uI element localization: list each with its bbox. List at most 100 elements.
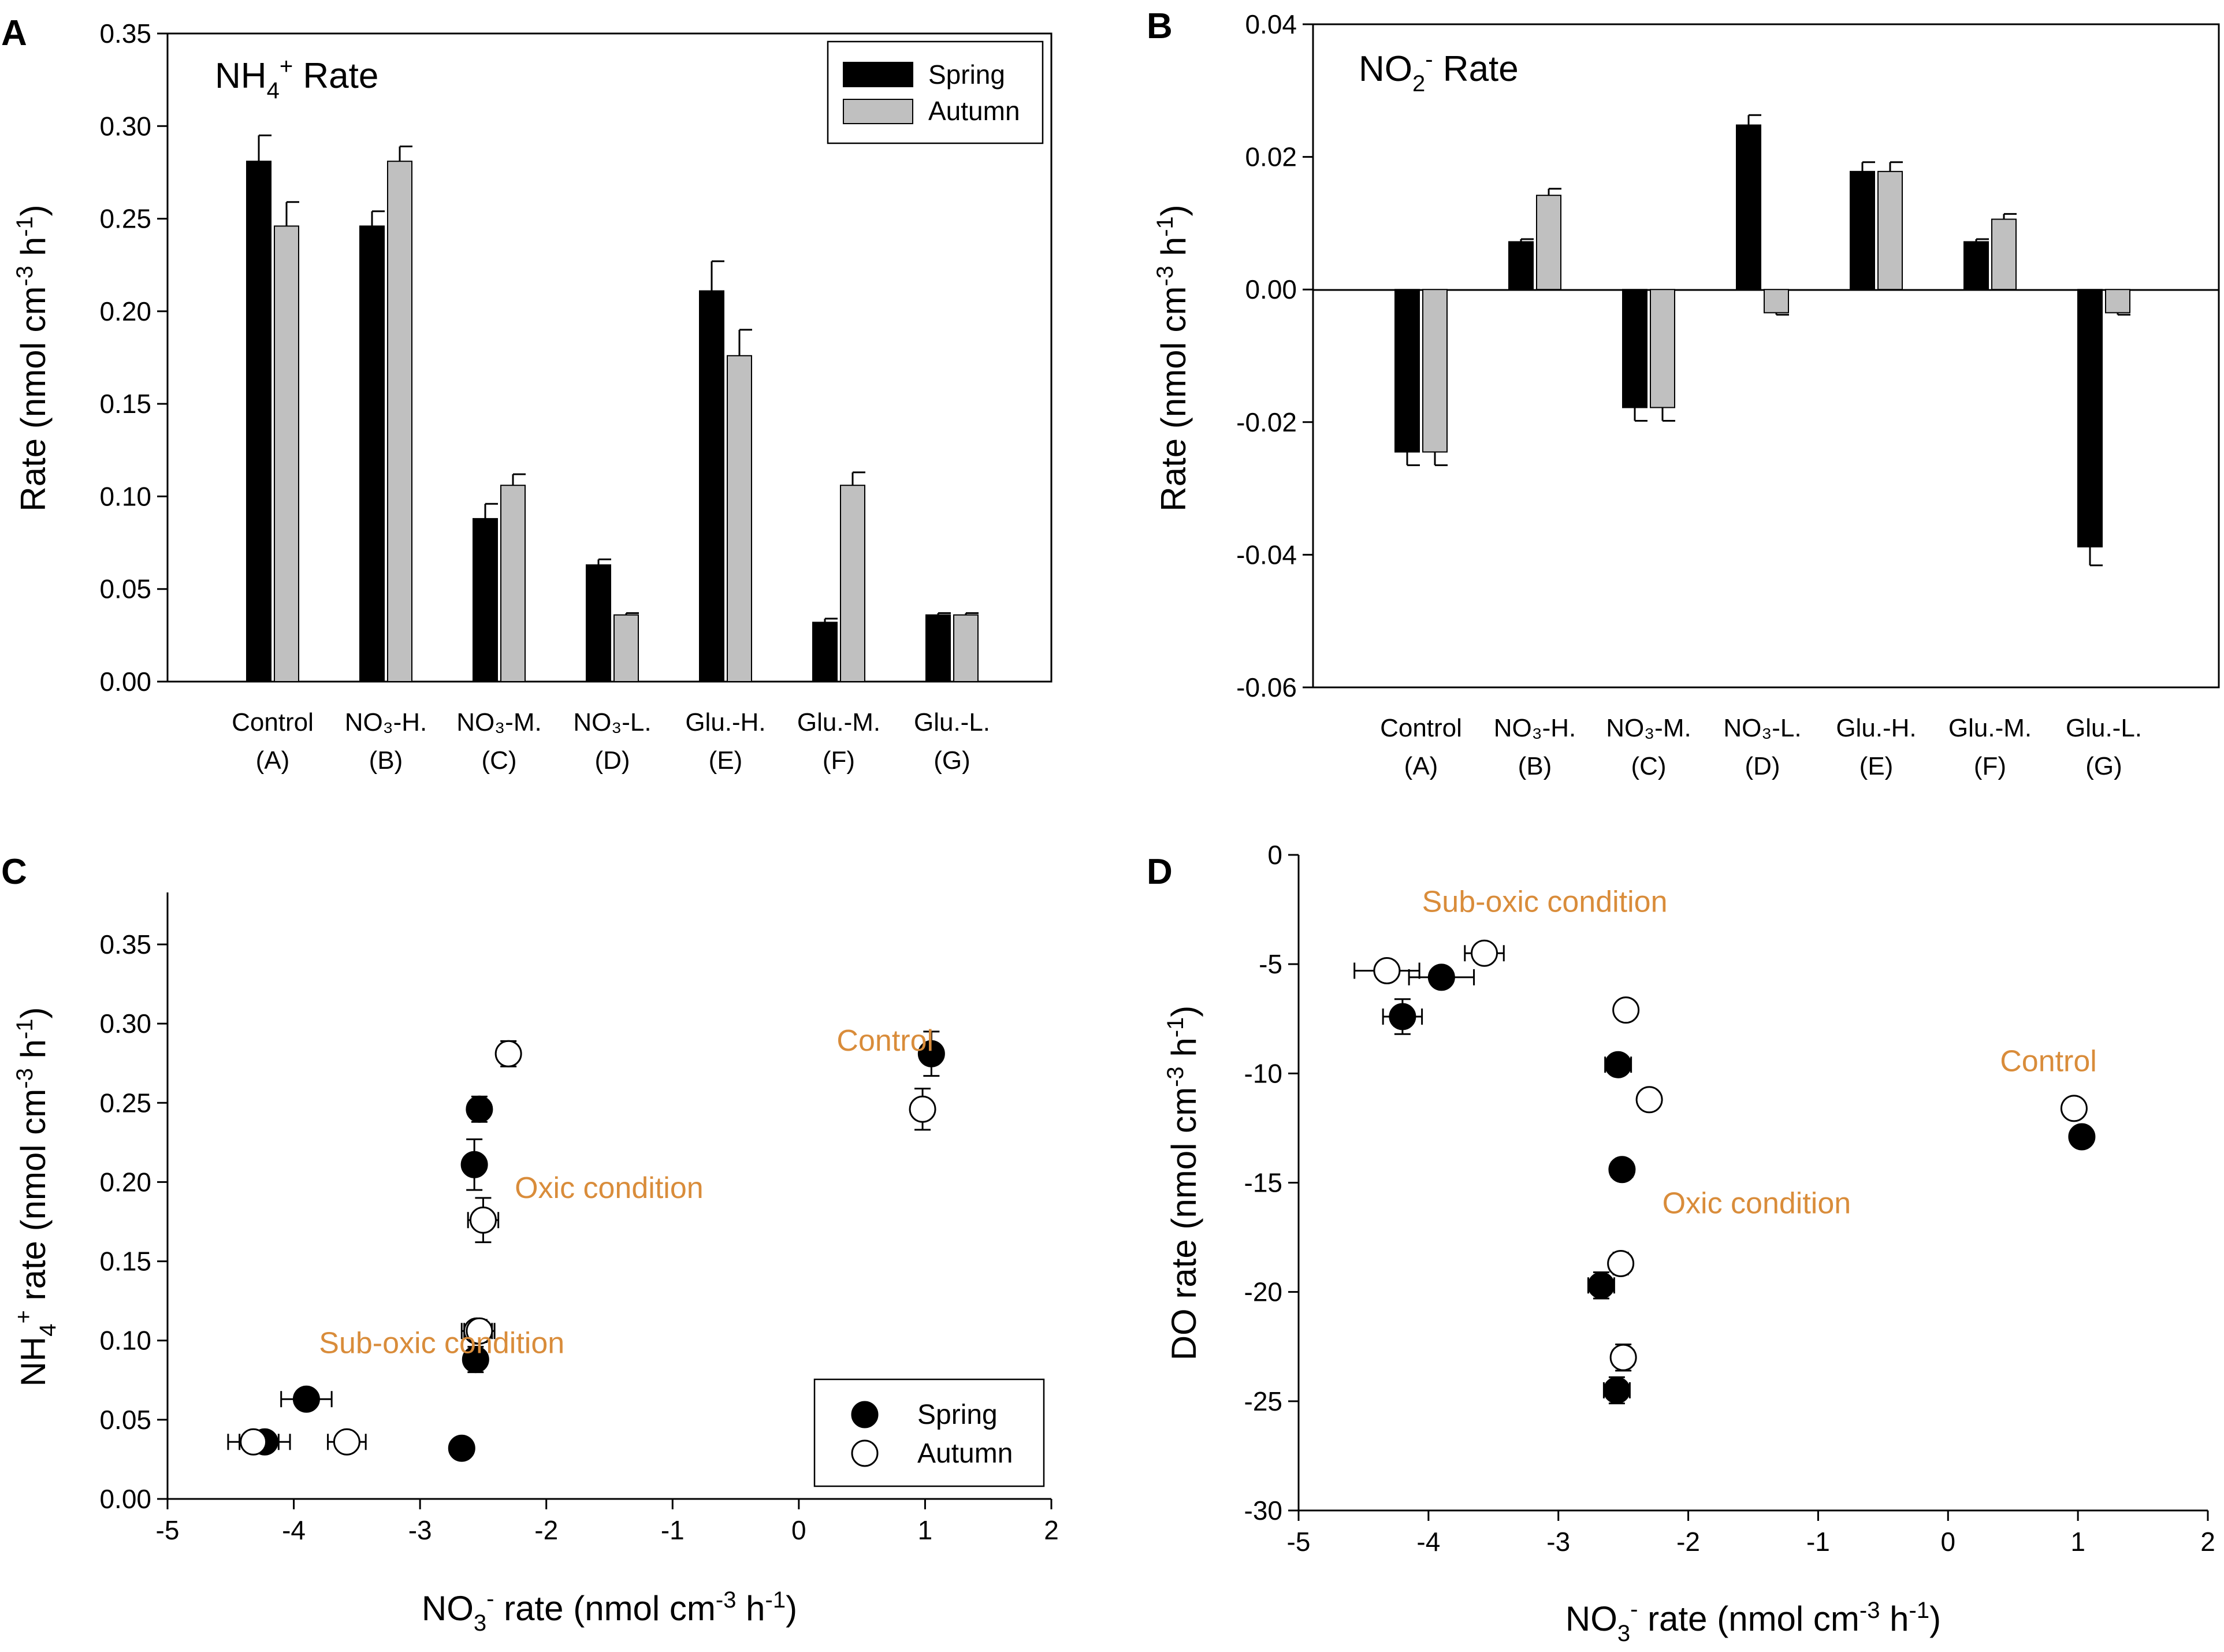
category-label: Control	[232, 708, 314, 736]
panel-c-legend: Spring Autumn	[813, 1378, 1045, 1487]
panel-b-title: NO2- Rate	[1359, 47, 1519, 96]
panel-a: A 0.00 0.05 0.10 0.15 0.20 0.25 0.30 0.35 Contr…	[1, 13, 1053, 775]
annotation-label: Oxic condition	[1663, 1186, 1851, 1220]
y-tick-label: 0.30	[99, 111, 151, 141]
y-tick-label: 0.30	[99, 1009, 151, 1039]
category-sublabel: (C)	[481, 746, 516, 775]
bar-autumn	[1764, 289, 1789, 314]
panel-c-label: C	[1, 852, 27, 892]
bar-autumn	[953, 614, 979, 682]
point-spring	[1603, 1376, 1631, 1404]
category-label: NO₃-L.	[1723, 714, 1801, 742]
point-spring	[460, 1151, 488, 1178]
bar-autumn	[613, 614, 639, 682]
panel-b-plot-frame	[1312, 23, 2220, 689]
panel-b-y-axis: -0.06 -0.04 -0.02 0.00 0.02 0.04	[1236, 9, 1313, 702]
y-tick-label: -15	[1244, 1168, 1282, 1198]
panel-a-bars	[246, 134, 979, 682]
bar-autumn	[500, 485, 526, 682]
point-autumn	[1607, 1249, 1635, 1277]
x-tick-label: -1	[661, 1515, 685, 1545]
y-tick-label: 0.20	[99, 296, 151, 326]
point-spring	[292, 1385, 320, 1413]
panel-a-legend-swatch-spring	[843, 62, 913, 87]
bar-autumn	[1536, 195, 1561, 291]
point-spring	[917, 1040, 945, 1067]
panel-a-category-labels: Control (A) NO₃-H. (B) NO₃-M. (C) NO₃-L. (D) Glu…	[232, 708, 990, 775]
bar-spring	[586, 564, 611, 682]
y-tick-label: -0.04	[1236, 539, 1297, 570]
panel-c-legend-marker-spring	[851, 1401, 879, 1428]
panel-c-ticks: -5 -4 -3 -2 -1 0 1 2 0.00 0.05 0.10 0.15 0.20 0.25 0.3…	[99, 929, 1058, 1545]
bar-spring	[925, 614, 951, 682]
point-autumn	[466, 1317, 493, 1345]
point-autumn	[1609, 1344, 1637, 1371]
point-autumn	[909, 1095, 936, 1123]
y-tick-label: 0.00	[99, 667, 151, 697]
bar-autumn	[1991, 218, 2017, 291]
point-autumn	[1471, 939, 1498, 967]
point-autumn	[2060, 1095, 2088, 1122]
annotation-label: Control	[2000, 1045, 2097, 1078]
panel-a-title: NH4+ Rate	[215, 54, 378, 103]
category-sublabel: (C)	[1631, 752, 1666, 780]
y-tick-label: 0	[1267, 840, 1282, 870]
y-tick-label: -0.02	[1236, 407, 1297, 437]
panel-a-legend-label-autumn: Autumn	[928, 96, 1020, 126]
annotation-label: Sub-oxic condition	[1422, 885, 1668, 918]
category-sublabel: (D)	[1745, 752, 1780, 780]
bar-spring	[1963, 241, 1989, 291]
category-label: Glu.-M.	[797, 708, 880, 736]
category-label: Glu.-H.	[1836, 714, 1916, 742]
panel-c-x-axis-title: NO3- rate (nmol cm-3 h-1)	[422, 1586, 797, 1636]
panel-c-legend-label-autumn: Autumn	[917, 1438, 1013, 1469]
x-tick-label: -4	[1416, 1527, 1440, 1557]
panel-b-label: B	[1147, 6, 1173, 46]
bar-autumn	[1877, 170, 1903, 291]
bar-autumn	[387, 161, 412, 682]
point-spring	[448, 1434, 475, 1462]
x-tick-label: -5	[156, 1515, 180, 1545]
y-tick-label: 0.00	[99, 1484, 151, 1514]
point-spring	[1587, 1271, 1615, 1299]
x-tick-label: -3	[1546, 1527, 1570, 1557]
y-tick-label: 0.10	[99, 481, 151, 511]
panel-d-points	[1373, 939, 2096, 1404]
y-tick-label: -10	[1244, 1058, 1282, 1088]
panel-d-ticks: -5 -4 -3 -2 -1 0 1 2-30-25-20-15-10-50	[1244, 840, 2215, 1557]
category-sublabel: (B)	[1518, 752, 1552, 780]
category-label: NO₃-H.	[345, 708, 427, 736]
category-sublabel: (F)	[823, 746, 855, 775]
category-sublabel: (A)	[256, 746, 290, 775]
y-tick-label: 0.20	[99, 1167, 151, 1197]
bar-autumn	[274, 225, 299, 682]
y-tick-label: 0.15	[99, 1247, 151, 1277]
panel-b: B -0.06 -0.04 -0.02 0.00 0.02 0.04 Control (A)…	[1147, 6, 2220, 780]
x-tick-label: 1	[918, 1515, 933, 1545]
bar-autumn	[840, 485, 865, 682]
panel-a-legend: Spring Autumn	[827, 40, 1044, 144]
point-autumn	[1635, 1086, 1663, 1114]
y-tick-label: -20	[1244, 1277, 1282, 1307]
point-autumn	[469, 1206, 497, 1234]
panel-a-legend-label-spring: Spring	[928, 59, 1005, 90]
y-tick-label: 0.15	[99, 389, 151, 419]
category-sublabel: (A)	[1404, 752, 1438, 780]
category-sublabel: (B)	[369, 746, 403, 775]
point-autumn	[333, 1428, 360, 1456]
bar-spring	[812, 622, 838, 682]
point-spring	[1427, 963, 1455, 991]
y-tick-label: -30	[1244, 1495, 1282, 1526]
bar-autumn	[1650, 289, 1675, 408]
panel-c-y-axis-title: NH4+ rate (nmol cm-3 h-1)	[11, 1007, 61, 1387]
annotation-label: Oxic condition	[515, 1171, 704, 1205]
y-tick-label: 0.05	[99, 1405, 151, 1435]
panel-b-category-labels: Control (A) NO₃-H. (B) NO₃-M. (C) NO₃-L. (D) Glu…	[1380, 714, 2142, 780]
x-tick-label: 2	[2200, 1527, 2215, 1557]
bar-spring	[246, 161, 272, 682]
y-tick-label: 0.05	[99, 574, 151, 604]
category-sublabel: (G)	[934, 746, 970, 775]
y-tick-label: 0.25	[99, 204, 151, 234]
bar-spring	[1850, 170, 1875, 291]
